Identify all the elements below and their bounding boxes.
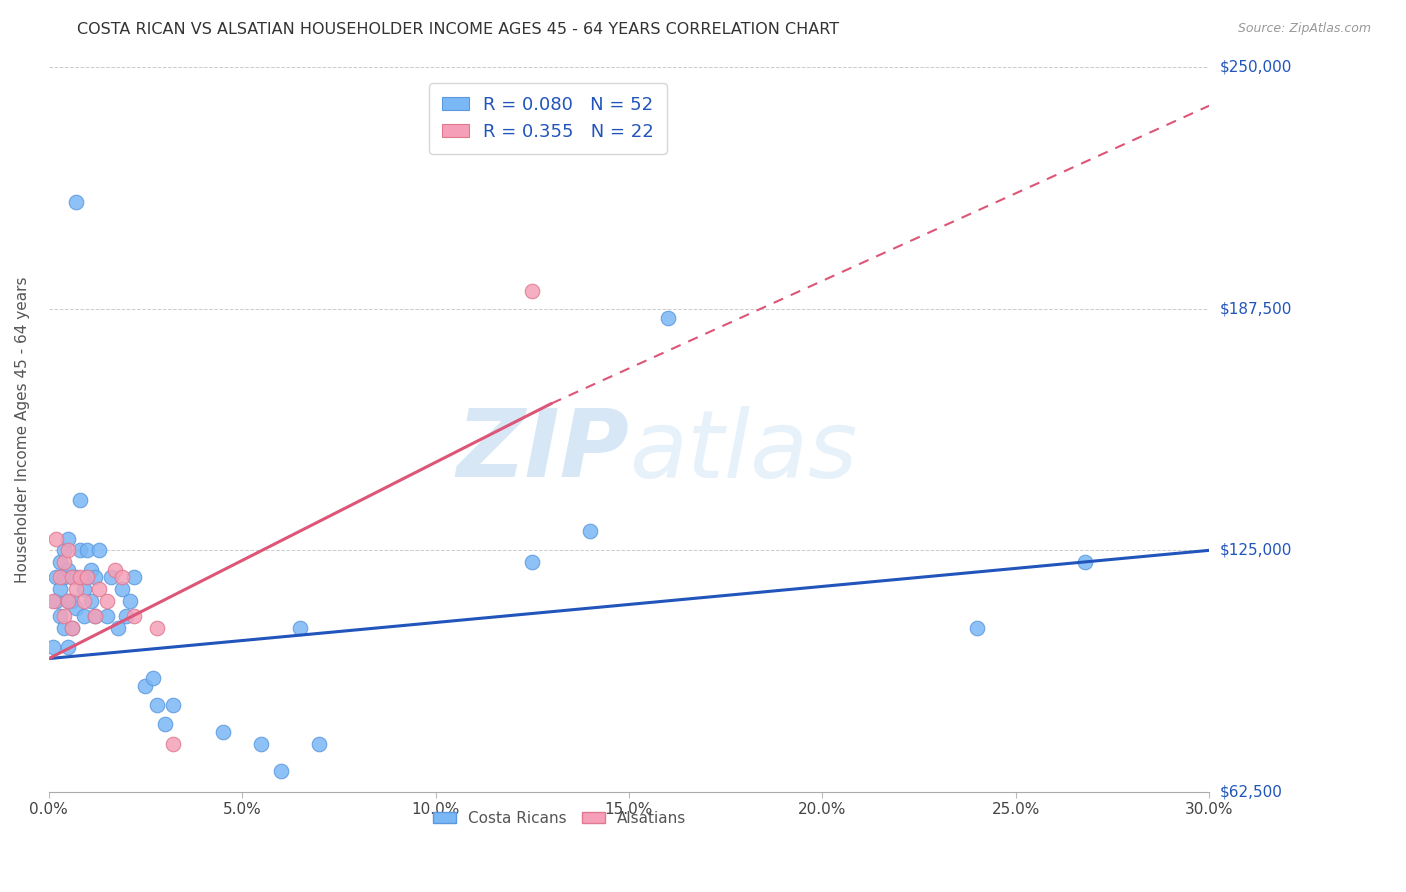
- Point: [53, 570, 76, 584]
- Point: [522, 555, 544, 569]
- Point: [96, 593, 118, 607]
- Point: [146, 698, 169, 712]
- Text: atlas: atlas: [628, 406, 858, 497]
- Point: [53, 543, 76, 558]
- Point: [49, 570, 72, 584]
- Point: [69, 543, 91, 558]
- Point: [65, 601, 87, 615]
- Text: $187,500: $187,500: [1220, 301, 1292, 317]
- Text: ZIP: ZIP: [456, 405, 628, 497]
- Point: [162, 698, 184, 712]
- Point: [579, 524, 602, 538]
- Point: [87, 543, 110, 558]
- Point: [76, 543, 98, 558]
- Point: [84, 609, 107, 624]
- Point: [65, 195, 87, 210]
- Point: [56, 563, 79, 577]
- Point: [60, 570, 83, 584]
- Point: [115, 609, 138, 624]
- Point: [84, 570, 107, 584]
- Point: [308, 737, 330, 751]
- Point: [107, 621, 129, 635]
- Point: [966, 621, 988, 635]
- Text: $62,500: $62,500: [1220, 784, 1284, 799]
- Point: [72, 582, 94, 596]
- Point: [69, 570, 91, 584]
- Point: [100, 570, 122, 584]
- Point: [76, 570, 98, 584]
- Point: [270, 764, 292, 778]
- Point: [146, 621, 169, 635]
- Legend: Costa Ricans, Alsatians: Costa Ricans, Alsatians: [423, 802, 695, 835]
- Point: [134, 679, 156, 693]
- Point: [80, 593, 103, 607]
- Point: [53, 609, 76, 624]
- Point: [84, 609, 107, 624]
- Text: COSTA RICAN VS ALSATIAN HOUSEHOLDER INCOME AGES 45 - 64 YEARS CORRELATION CHART: COSTA RICAN VS ALSATIAN HOUSEHOLDER INCO…: [77, 22, 839, 37]
- Point: [60, 621, 83, 635]
- Point: [288, 621, 311, 635]
- Point: [80, 563, 103, 577]
- Point: [103, 563, 125, 577]
- Point: [250, 737, 273, 751]
- Point: [72, 609, 94, 624]
- Point: [60, 621, 83, 635]
- Point: [49, 582, 72, 596]
- Point: [41, 593, 63, 607]
- Point: [49, 555, 72, 569]
- Point: [53, 555, 76, 569]
- Point: [69, 493, 91, 508]
- Text: $125,000: $125,000: [1220, 543, 1292, 558]
- Point: [45, 593, 67, 607]
- Point: [142, 671, 165, 685]
- Point: [60, 570, 83, 584]
- Point: [111, 582, 134, 596]
- Point: [60, 593, 83, 607]
- Point: [211, 725, 233, 739]
- Point: [45, 532, 67, 546]
- Point: [49, 609, 72, 624]
- Point: [72, 593, 94, 607]
- Point: [41, 640, 63, 654]
- Point: [76, 570, 98, 584]
- Point: [122, 609, 145, 624]
- Text: $250,000: $250,000: [1220, 60, 1292, 75]
- Point: [96, 609, 118, 624]
- Point: [45, 570, 67, 584]
- Point: [56, 640, 79, 654]
- Point: [153, 717, 176, 731]
- Point: [56, 593, 79, 607]
- Point: [118, 593, 141, 607]
- Point: [87, 582, 110, 596]
- Point: [53, 621, 76, 635]
- Point: [657, 311, 679, 326]
- Point: [65, 570, 87, 584]
- Point: [65, 582, 87, 596]
- Text: Source: ZipAtlas.com: Source: ZipAtlas.com: [1237, 22, 1371, 36]
- Point: [162, 737, 184, 751]
- Point: [1074, 555, 1097, 569]
- Point: [522, 285, 544, 299]
- Point: [56, 593, 79, 607]
- Point: [122, 570, 145, 584]
- Y-axis label: Householder Income Ages 45 - 64 years: Householder Income Ages 45 - 64 years: [15, 277, 30, 582]
- Point: [56, 543, 79, 558]
- Point: [111, 570, 134, 584]
- Point: [56, 532, 79, 546]
